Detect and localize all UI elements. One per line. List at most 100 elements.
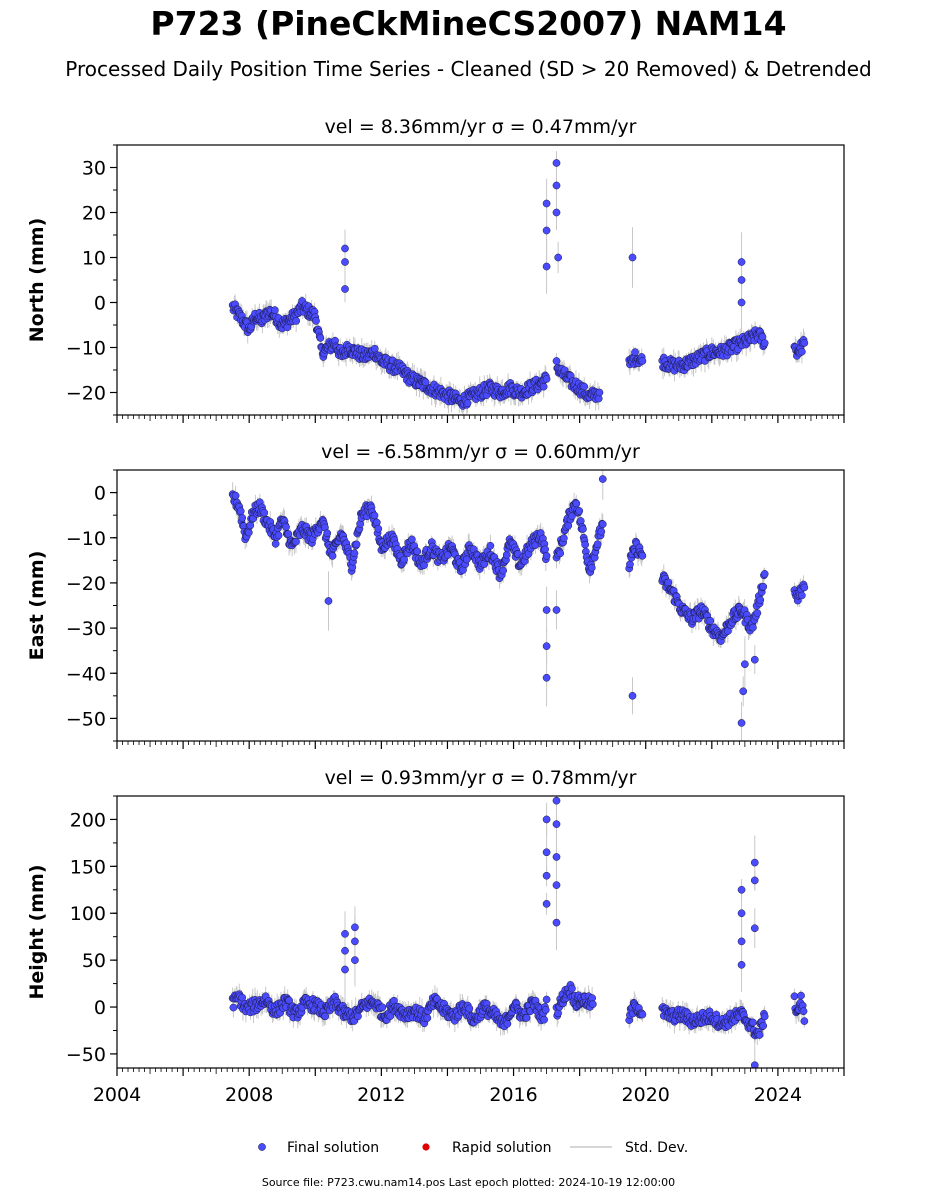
data-point [631, 348, 639, 356]
data-point [579, 525, 587, 533]
data-point [760, 1012, 769, 1021]
data-point [351, 923, 359, 932]
data-point [760, 570, 769, 578]
data-point [755, 1031, 764, 1039]
data-point [598, 520, 607, 529]
data-point [638, 357, 647, 365]
data-point [271, 539, 280, 548]
data-point [552, 881, 561, 889]
panel-2: −50 −40 −30 −20 −10 0 vel = -6.58mm/yr σ = 0.6… [26, 441, 845, 749]
data-point [737, 960, 746, 969]
data-point [499, 566, 508, 575]
data-point [542, 900, 551, 908]
data-point [542, 199, 551, 208]
data-point [542, 815, 551, 824]
data-point [737, 298, 746, 307]
y-tick-label: 50 [82, 950, 106, 972]
panel-title: vel = 8.36mm/yr σ = 0.47mm/yr [325, 116, 637, 138]
data-point [753, 609, 762, 617]
std-dev-bars [232, 796, 805, 1068]
data-point [274, 531, 283, 540]
y-tick-label: −10 [66, 528, 106, 550]
y-axis-label: Height (mm) [26, 864, 48, 999]
data-point [238, 993, 247, 1002]
x-tick-label: 2004 [93, 1084, 141, 1106]
figure-subtitle: Processed Daily Position Time Series - C… [65, 57, 872, 81]
y-tick-label: −30 [66, 618, 106, 640]
data-point [522, 1014, 531, 1022]
legend-final-marker [258, 1143, 266, 1151]
final-solution-points [228, 159, 809, 410]
y-axis-label: East (mm) [26, 551, 48, 661]
data-point [759, 582, 768, 591]
data-point [552, 208, 561, 217]
panel-3: −50 0 50 100 150 200 2004 2008 2012 2016 2020 2024 v… [26, 767, 845, 1106]
data-point [800, 1017, 809, 1025]
data-point [324, 597, 333, 605]
data-point [542, 673, 551, 682]
legend-rapid-marker [422, 1143, 430, 1151]
data-point [541, 545, 549, 554]
data-point [351, 956, 359, 964]
data-point [352, 540, 361, 549]
data-point [706, 616, 715, 625]
data-point [554, 253, 563, 262]
plot-frame [116, 144, 845, 416]
y-tick-label: 0 [94, 997, 106, 1019]
data-point [372, 518, 381, 527]
data-point [282, 523, 290, 531]
data-point [554, 1009, 562, 1018]
y-tick-label: 20 [82, 203, 106, 225]
data-point [598, 475, 607, 483]
data-point [341, 285, 349, 293]
x-tick-label: 2012 [357, 1084, 405, 1106]
data-point [595, 388, 604, 397]
data-point [741, 660, 749, 669]
data-point [370, 511, 379, 520]
data-point [552, 606, 561, 614]
data-point [236, 507, 245, 515]
data-point [542, 262, 551, 271]
data-point [465, 1004, 474, 1013]
data-point [737, 276, 746, 284]
data-point [750, 924, 759, 933]
y-tick-label: −50 [66, 708, 106, 730]
data-point [542, 848, 551, 857]
x-tick-label: 2020 [622, 1084, 670, 1106]
final-solution-points [228, 475, 809, 727]
data-point [413, 547, 422, 556]
data-point [260, 508, 269, 517]
data-point [760, 339, 769, 347]
y-tick-label: −40 [66, 663, 106, 685]
x-tick-label: 2008 [225, 1084, 273, 1106]
data-point [597, 527, 606, 536]
data-point [749, 623, 757, 632]
panel-3-data [228, 796, 809, 1068]
data-point [341, 244, 349, 253]
legend-rapid-label: Rapid solution [452, 1140, 552, 1156]
data-point [799, 1007, 808, 1016]
y-tick-label: 200 [70, 809, 106, 831]
data-point [739, 687, 748, 696]
y-tick-label: 150 [70, 856, 106, 878]
panel-1: −20 −10 0 10 20 30 vel = 8.36mm/yr σ = 0.47mm/… [26, 116, 845, 423]
data-point [542, 606, 551, 614]
data-point [542, 226, 551, 235]
legend: Final solution Rapid solution Std. Dev. [258, 1140, 688, 1156]
data-point [559, 534, 568, 543]
y-tick-label: 0 [94, 293, 106, 315]
data-point [229, 1003, 238, 1012]
y-tick-label: −20 [66, 573, 106, 595]
data-point [292, 317, 301, 325]
panel-1-data [228, 151, 809, 415]
data-point [797, 991, 805, 1000]
data-point [737, 885, 746, 894]
data-point [798, 591, 806, 600]
data-point [626, 560, 634, 569]
data-point [593, 540, 602, 549]
data-point [580, 382, 589, 391]
data-point [542, 642, 551, 651]
data-point [552, 853, 561, 861]
data-point [312, 316, 320, 325]
